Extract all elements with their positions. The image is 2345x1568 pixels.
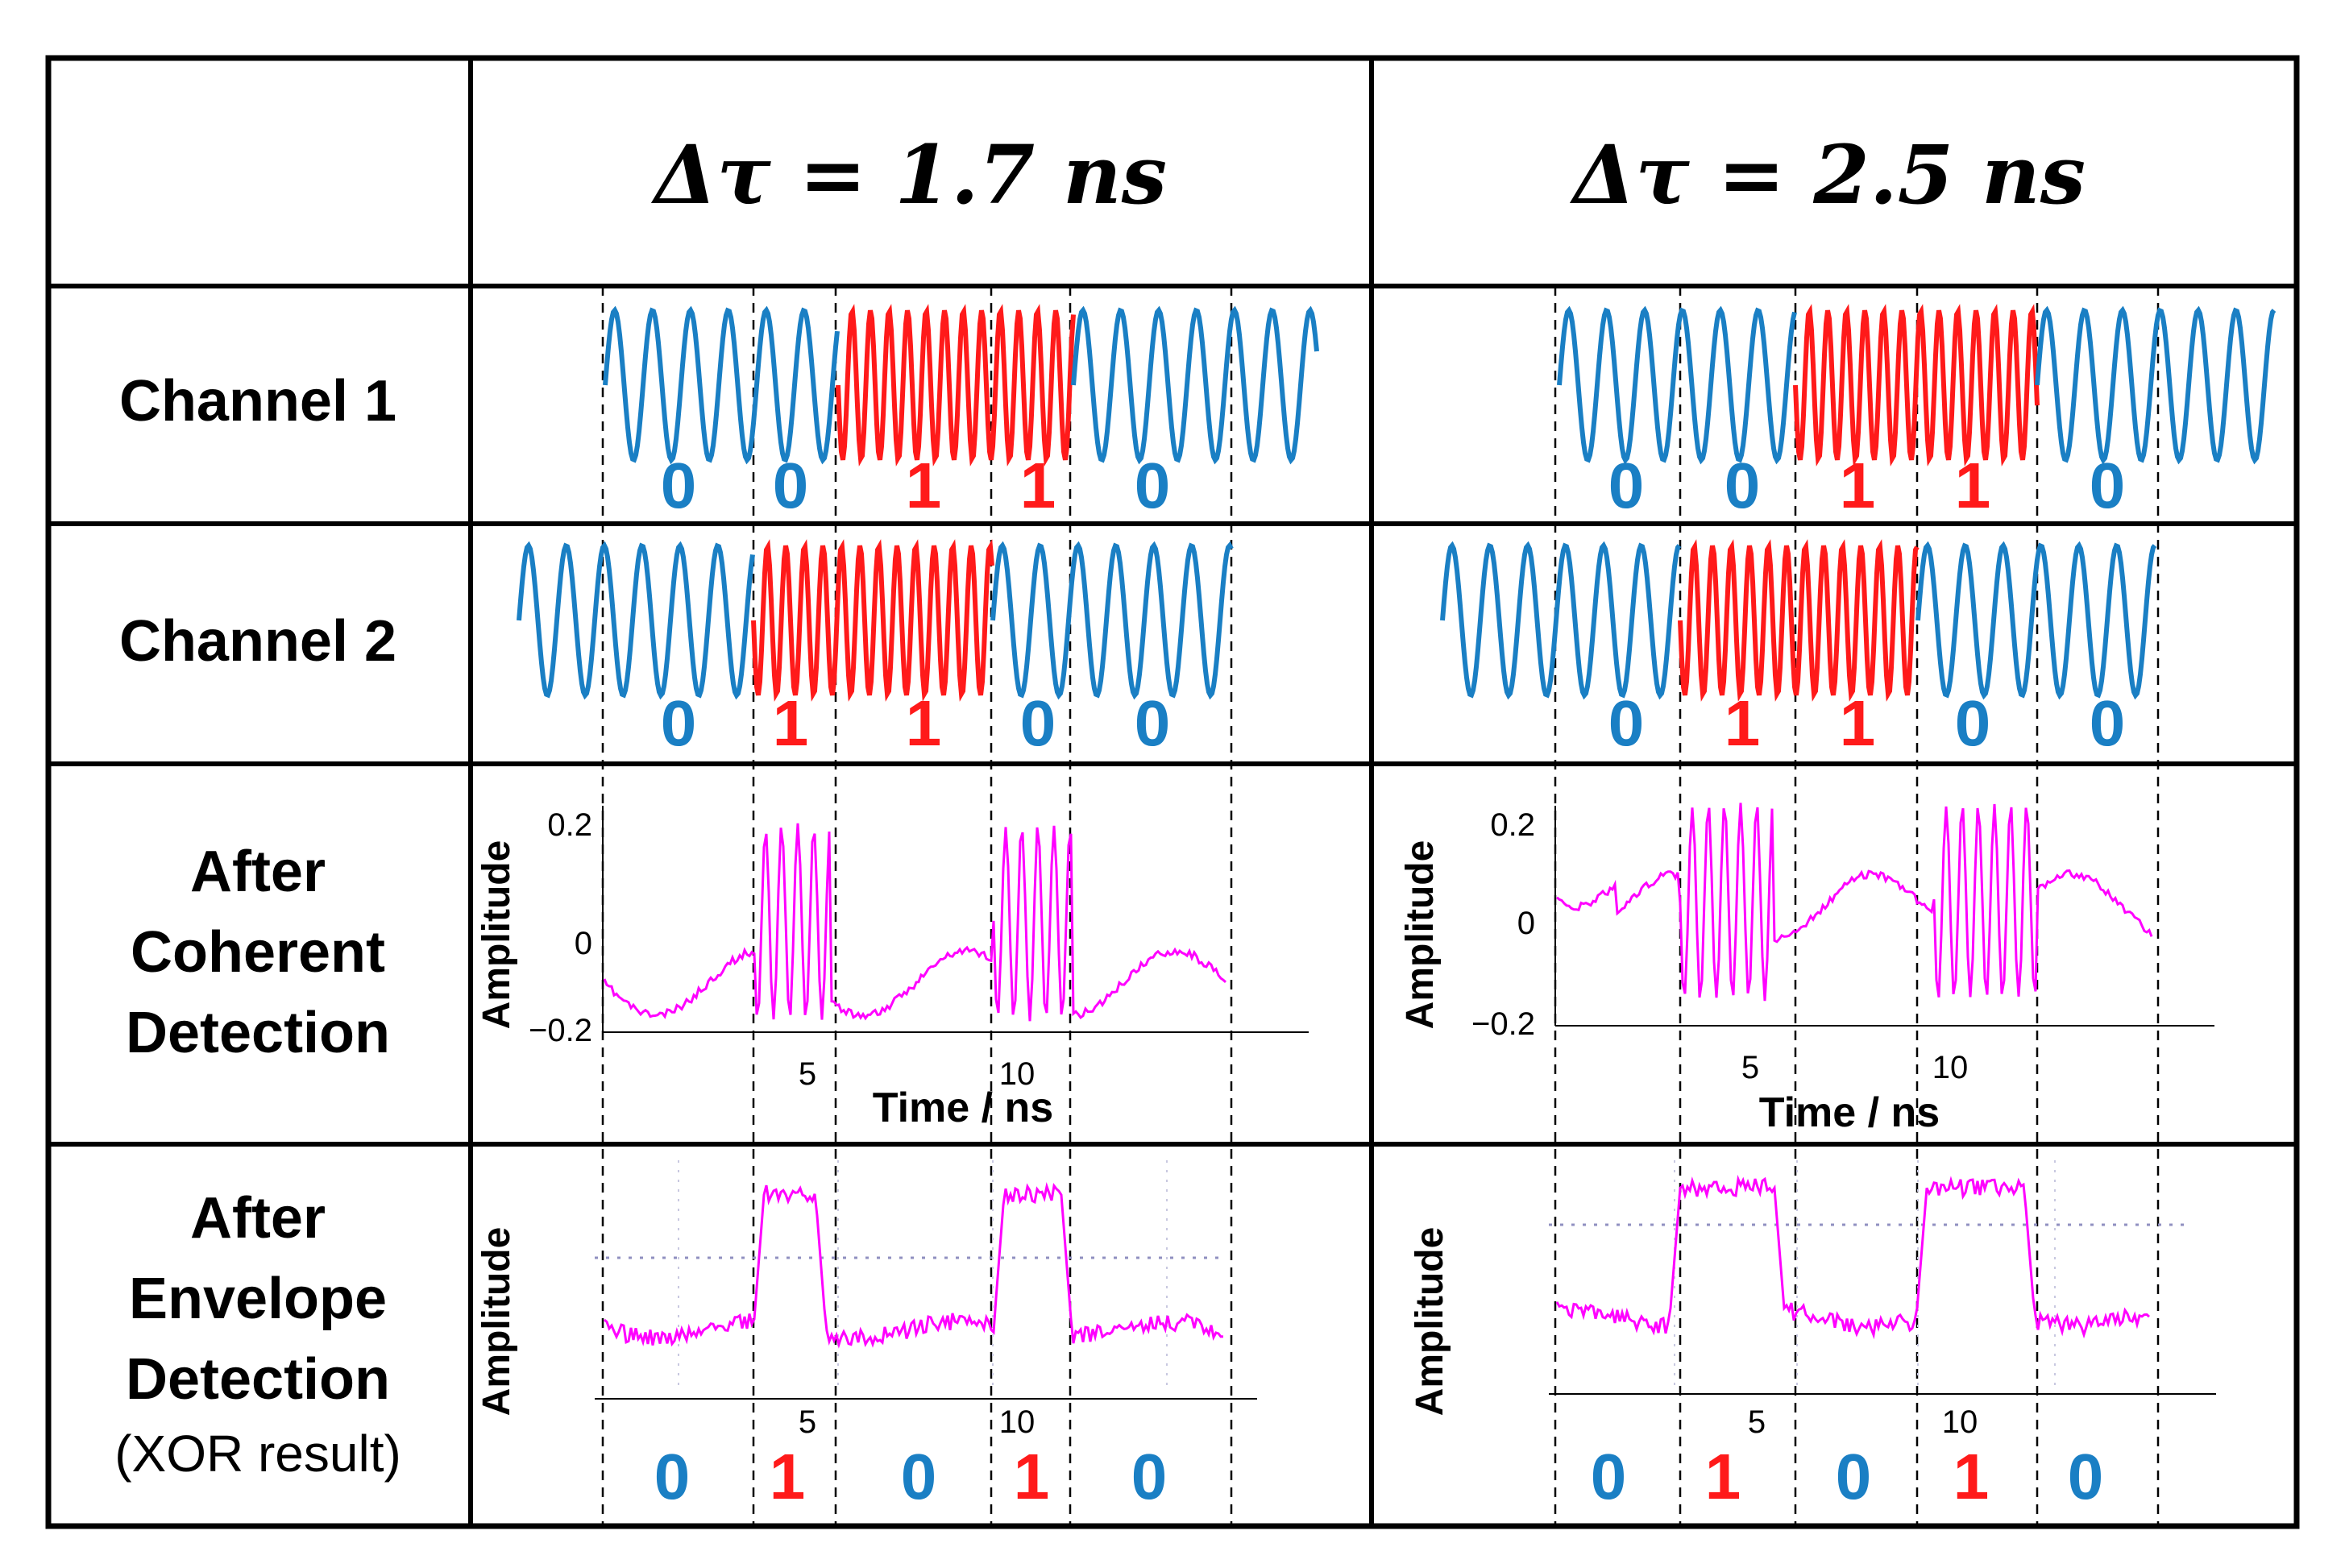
row-label-channel1: Channel 1 (119, 369, 396, 433)
coherent-signal-trace (1556, 803, 2153, 1002)
ch1-bit-label: 0 (1608, 450, 1645, 521)
envelope-x-tick-label: 5 (1748, 1404, 1766, 1440)
coherent-y-axis-label: Amplitude (475, 840, 518, 1030)
coherent-signal-trace (603, 823, 1227, 1022)
coherent-x-tick-label: 10 (999, 1056, 1036, 1092)
ch1-bit-label: 1 (906, 450, 942, 521)
ch2-bit-label: 1 (906, 687, 942, 759)
row-label-channel2: Channel 2 (119, 609, 396, 674)
ch1-bit-label: 0 (661, 450, 697, 521)
xor-bit-label: 1 (1953, 1441, 1990, 1512)
coherent-x-tick-label: 5 (799, 1056, 816, 1092)
row-label-coherent-1: After (190, 840, 326, 904)
ch2-bit-label: 0 (1955, 687, 1991, 759)
xor-bit-label: 1 (770, 1441, 806, 1512)
ch2-wave-low-frequency (1915, 541, 2157, 700)
ch2-bit-label: 1 (773, 687, 809, 759)
coherent-y-tick-label: −0.2 (529, 1013, 592, 1048)
ch1-bit-label: 0 (2090, 450, 2126, 521)
envelope-x-tick-label: 10 (999, 1404, 1036, 1440)
xor-bit-label: 1 (1705, 1441, 1741, 1512)
ch2-wave-low-frequency (1440, 541, 1682, 700)
envelope-y-axis-label: Amplitude (475, 1227, 518, 1417)
panel-b-header: Δτ = 2.5 ns (1569, 127, 2086, 222)
envelope-x-tick-label: 10 (1942, 1404, 1978, 1440)
ch2-bit-label: 0 (661, 687, 697, 759)
coherent-y-tick-label: 0 (1517, 906, 1535, 941)
ch2-bit-label: 0 (2090, 687, 2126, 759)
coherent-y-axis-label: Amplitude (1399, 840, 1442, 1030)
xor-bit-label: 0 (1591, 1441, 1627, 1512)
envelope-signal-trace (1555, 1174, 2151, 1340)
ch2-bit-label: 1 (1725, 687, 1761, 759)
envelope-x-tick-label: 5 (799, 1404, 816, 1440)
coherent-y-tick-label: 0.2 (547, 807, 592, 843)
ch1-bit-label: 0 (1135, 450, 1171, 521)
ch1-bit-label: 1 (1840, 450, 1876, 521)
ch1-wave-low-frequency (1071, 305, 1319, 465)
ch2-bit-label: 1 (1840, 687, 1876, 759)
coherent-y-tick-label: 0 (575, 926, 592, 961)
xor-bit-label: 0 (1836, 1441, 1872, 1512)
ch2-bit-label: 0 (1608, 687, 1645, 759)
coherent-x-tick-label: 5 (1741, 1050, 1759, 1085)
ch2-wave-low-frequency (990, 541, 1234, 700)
ch1-wave-high-frequency (1793, 304, 2040, 467)
row-label-envelope-3: Detection (126, 1347, 390, 1412)
xor-bit-label: 0 (901, 1441, 937, 1512)
table-border (45, 55, 2300, 1529)
panel-a-header: Δτ = 1.7 ns (650, 127, 1167, 222)
coherent-y-tick-label: −0.2 (1471, 1006, 1535, 1042)
ch1-bit-label: 0 (773, 450, 809, 521)
envelope-y-axis-label: Amplitude (1409, 1227, 1451, 1417)
ch1-bit-label: 1 (1020, 450, 1056, 521)
ch1-wave-low-frequency (603, 305, 840, 465)
ch2-wave-high-frequency (1678, 539, 1920, 702)
xor-bit-label: 0 (654, 1441, 691, 1512)
row-label-coherent-2: Coherent (131, 920, 385, 985)
coherent-y-tick-label: 0.2 (1490, 807, 1535, 843)
coherent-x-axis-label: Time / ns (873, 1085, 1053, 1131)
coherent-x-axis-label: Time / ns (1759, 1089, 1940, 1136)
xor-bit-label: 0 (2068, 1441, 2104, 1512)
envelope-signal-trace (604, 1181, 1224, 1349)
ch1-wave-low-frequency (2035, 305, 2277, 465)
row-label-envelope-2: Envelope (129, 1267, 387, 1331)
row-label-envelope-1: After (190, 1186, 326, 1251)
ch1-bit-label: 0 (1725, 450, 1761, 521)
coherent-x-tick-label: 10 (1932, 1050, 1969, 1085)
xor-bit-label: 1 (1014, 1441, 1050, 1512)
ch2-wave-high-frequency (751, 539, 994, 702)
ch1-wave-high-frequency (836, 304, 1076, 467)
ch1-wave-low-frequency (1557, 305, 1797, 465)
table-grid (45, 55, 2300, 1529)
ch2-bit-label: 0 (1020, 687, 1056, 759)
ch2-bit-label: 0 (1135, 687, 1171, 759)
ch1-bit-label: 1 (1955, 450, 1991, 521)
xor-bit-label: 0 (1131, 1441, 1168, 1512)
row-label-envelope-4: (XOR result) (114, 1425, 401, 1483)
ch2-wave-low-frequency (517, 541, 755, 700)
row-label-coherent-3: Detection (126, 1001, 390, 1065)
